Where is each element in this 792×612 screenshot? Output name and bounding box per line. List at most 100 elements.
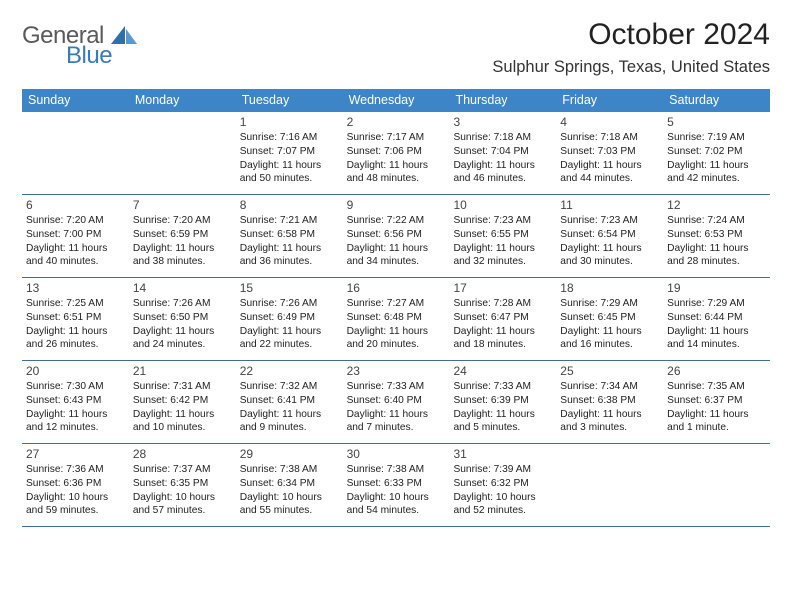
day-cell: 14Sunrise: 7:26 AMSunset: 6:50 PMDayligh… [129,278,236,360]
day-number: 3 [453,114,552,130]
day-day2: and 55 minutes. [240,504,339,518]
day-number: 23 [347,363,446,379]
day-number: 25 [560,363,659,379]
day-number: 17 [453,280,552,296]
day-number: 19 [667,280,766,296]
logo-sail-icon [111,26,139,51]
day-sunset: Sunset: 6:32 PM [453,477,552,491]
day-sunset: Sunset: 6:47 PM [453,311,552,325]
day-sunset: Sunset: 6:34 PM [240,477,339,491]
location: Sulphur Springs, Texas, United States [492,58,770,77]
day-sunset: Sunset: 6:50 PM [133,311,232,325]
day-number: 9 [347,197,446,213]
day-cell: 25Sunrise: 7:34 AMSunset: 6:38 PMDayligh… [556,361,663,443]
day-sunset: Sunset: 6:38 PM [560,394,659,408]
day-day2: and 24 minutes. [133,338,232,352]
day-sunrise: Sunrise: 7:32 AM [240,380,339,394]
weekday-header: Tuesday [236,89,343,112]
day-day2: and 36 minutes. [240,255,339,269]
day-sunrise: Sunrise: 7:23 AM [453,214,552,228]
day-sunrise: Sunrise: 7:38 AM [240,463,339,477]
day-day2: and 16 minutes. [560,338,659,352]
day-day2: and 57 minutes. [133,504,232,518]
day-sunset: Sunset: 7:07 PM [240,145,339,159]
week-row: 6Sunrise: 7:20 AMSunset: 7:00 PMDaylight… [22,195,770,278]
day-day1: Daylight: 11 hours [453,159,552,173]
day-sunrise: Sunrise: 7:27 AM [347,297,446,311]
day-cell: 10Sunrise: 7:23 AMSunset: 6:55 PMDayligh… [449,195,556,277]
day-day1: Daylight: 11 hours [347,159,446,173]
week-row: 13Sunrise: 7:25 AMSunset: 6:51 PMDayligh… [22,278,770,361]
day-day2: and 30 minutes. [560,255,659,269]
day-day1: Daylight: 10 hours [26,491,125,505]
day-day1: Daylight: 11 hours [240,325,339,339]
day-day1: Daylight: 11 hours [26,325,125,339]
day-cell: 21Sunrise: 7:31 AMSunset: 6:42 PMDayligh… [129,361,236,443]
day-sunset: Sunset: 7:03 PM [560,145,659,159]
day-sunrise: Sunrise: 7:22 AM [347,214,446,228]
day-number: 29 [240,446,339,462]
day-sunset: Sunset: 7:02 PM [667,145,766,159]
calendar-page: General Blue October 2024 Sulphur Spring… [0,0,792,527]
day-day1: Daylight: 11 hours [133,325,232,339]
logo: General Blue [22,22,104,50]
day-day1: Daylight: 10 hours [347,491,446,505]
day-number: 26 [667,363,766,379]
day-cell: 1Sunrise: 7:16 AMSunset: 7:07 PMDaylight… [236,112,343,194]
top-row: General Blue October 2024 Sulphur Spring… [22,18,770,77]
day-day1: Daylight: 11 hours [667,159,766,173]
day-sunrise: Sunrise: 7:37 AM [133,463,232,477]
day-day2: and 3 minutes. [560,421,659,435]
day-number: 10 [453,197,552,213]
day-sunrise: Sunrise: 7:16 AM [240,131,339,145]
day-cell: 30Sunrise: 7:38 AMSunset: 6:33 PMDayligh… [343,444,450,526]
day-cell: 8Sunrise: 7:21 AMSunset: 6:58 PMDaylight… [236,195,343,277]
day-day2: and 5 minutes. [453,421,552,435]
day-number: 22 [240,363,339,379]
day-sunset: Sunset: 6:51 PM [26,311,125,325]
day-cell: 9Sunrise: 7:22 AMSunset: 6:56 PMDaylight… [343,195,450,277]
weekday-header: Friday [556,89,663,112]
day-sunset: Sunset: 6:56 PM [347,228,446,242]
day-day2: and 42 minutes. [667,172,766,186]
day-number: 7 [133,197,232,213]
calendar: SundayMondayTuesdayWednesdayThursdayFrid… [22,89,770,527]
weekday-header: Sunday [22,89,129,112]
day-sunset: Sunset: 7:04 PM [453,145,552,159]
day-day2: and 52 minutes. [453,504,552,518]
day-cell: 26Sunrise: 7:35 AMSunset: 6:37 PMDayligh… [663,361,770,443]
day-sunrise: Sunrise: 7:29 AM [560,297,659,311]
day-day1: Daylight: 11 hours [453,408,552,422]
weeks-container: 1Sunrise: 7:16 AMSunset: 7:07 PM Daylight… [22,112,770,527]
weekday-header: Saturday [663,89,770,112]
day-sunrise: Sunrise: 7:17 AM [347,131,446,145]
day-sunrise: Sunrise: 7:38 AM [347,463,446,477]
day-cell-empty [663,444,770,526]
day-sunset: Sunset: 6:35 PM [133,477,232,491]
day-sunrise: Sunrise: 7:36 AM [26,463,125,477]
day-number: 1 [240,114,339,130]
day-day2: and 12 minutes. [26,421,125,435]
day-cell: 31Sunrise: 7:39 AMSunset: 6:32 PMDayligh… [449,444,556,526]
day-sunset: Sunset: 6:44 PM [667,311,766,325]
day-sunset: Sunset: 7:00 PM [26,228,125,242]
weekday-header: Thursday [449,89,556,112]
day-sunrise: Sunrise: 7:28 AM [453,297,552,311]
day-sunrise: Sunrise: 7:20 AM [133,214,232,228]
day-day1: Daylight: 11 hours [347,408,446,422]
day-number: 24 [453,363,552,379]
day-day2: and 59 minutes. [26,504,125,518]
day-day1: Daylight: 11 hours [26,408,125,422]
day-sunrise: Sunrise: 7:21 AM [240,214,339,228]
day-number: 31 [453,446,552,462]
day-day2: and 50 minutes. [240,172,339,186]
day-day2: and 1 minute. [667,421,766,435]
day-sunrise: Sunrise: 7:31 AM [133,380,232,394]
day-sunrise: Sunrise: 7:20 AM [26,214,125,228]
day-cell: 19Sunrise: 7:29 AMSunset: 6:44 PMDayligh… [663,278,770,360]
day-day2: and 9 minutes. [240,421,339,435]
day-sunrise: Sunrise: 7:30 AM [26,380,125,394]
day-day2: and 22 minutes. [240,338,339,352]
day-sunrise: Sunrise: 7:39 AM [453,463,552,477]
day-sunrise: Sunrise: 7:18 AM [453,131,552,145]
